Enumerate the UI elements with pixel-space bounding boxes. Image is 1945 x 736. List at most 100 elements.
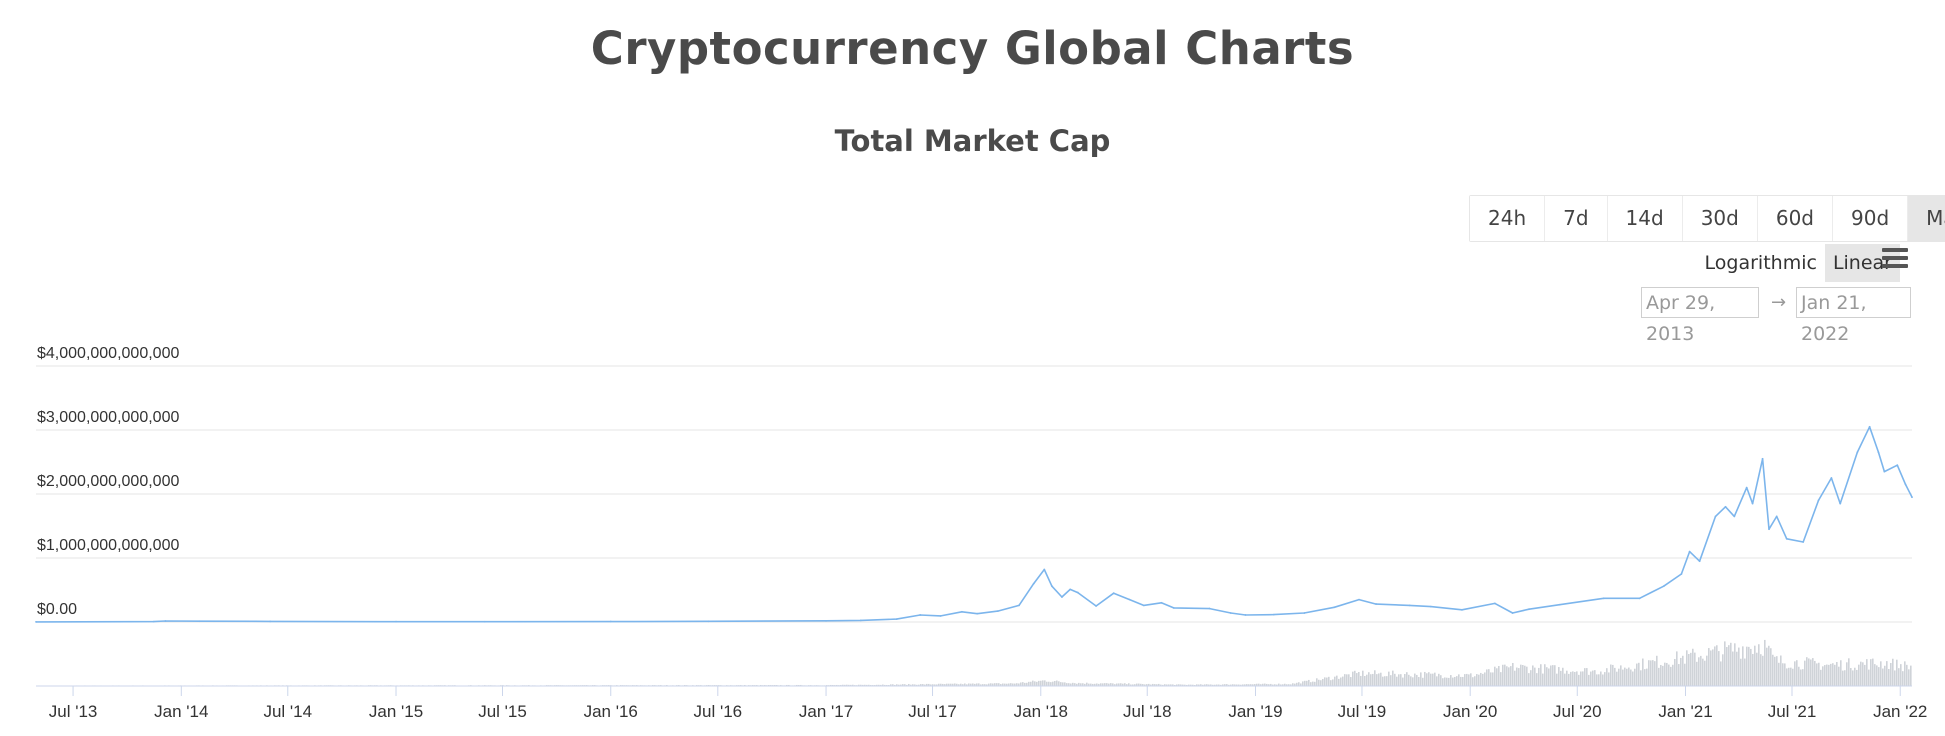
hamburger-menu-icon[interactable]	[1882, 248, 1908, 272]
volume-bar	[898, 684, 900, 686]
volume-bar	[1568, 673, 1570, 686]
x-tick-label: Jan '16	[584, 702, 638, 721]
volume-bar	[1640, 670, 1642, 686]
volume-bar	[1338, 678, 1340, 686]
volume-bar	[1202, 684, 1204, 686]
volume-bar	[1596, 674, 1598, 686]
range-max-button[interactable]: Max	[1908, 196, 1945, 241]
volume-bar	[1138, 683, 1140, 686]
volume-bar	[1880, 661, 1882, 686]
data-point	[1817, 499, 1820, 502]
data-point	[395, 620, 397, 623]
volume-bar	[1852, 670, 1854, 686]
volume-bar	[1176, 684, 1178, 686]
volume-bar	[1598, 674, 1600, 686]
volume-bar	[1296, 682, 1298, 686]
volume-bar	[1466, 673, 1468, 686]
volume-bar	[1414, 673, 1416, 686]
volume-bar	[1182, 684, 1184, 686]
volume-bar	[1424, 671, 1426, 686]
volume-bar	[984, 684, 986, 686]
range-60d-button[interactable]: 60d	[1757, 196, 1834, 241]
data-point	[1768, 528, 1770, 531]
volume-bar	[894, 684, 896, 686]
volume-bar	[1450, 675, 1452, 686]
range-24h-button[interactable]: 24h	[1470, 196, 1546, 241]
volume-bar	[1412, 677, 1414, 686]
volume-bar	[1088, 683, 1090, 686]
volume-bar	[1294, 683, 1296, 686]
volume-bar	[1102, 683, 1104, 686]
volume-bar	[1672, 664, 1674, 686]
volume-bar	[1120, 683, 1122, 686]
volume-bar	[1158, 683, 1160, 686]
volume-bar	[940, 683, 942, 686]
data-point	[1375, 603, 1377, 605]
volume-bar	[1208, 684, 1210, 686]
volume-bar	[1738, 647, 1740, 686]
volume-bar	[1184, 684, 1186, 686]
range-90d-button[interactable]: 90d	[1833, 196, 1909, 241]
volume-bar	[1456, 676, 1458, 686]
range-7d-button[interactable]: 7d	[1545, 196, 1608, 241]
volume-bar	[1406, 672, 1408, 686]
volume-bar	[1060, 682, 1062, 686]
volume-bar	[1688, 654, 1690, 686]
volume-bar	[1256, 683, 1258, 686]
volume-bar	[1716, 645, 1718, 686]
volume-bar	[1390, 675, 1392, 686]
volume-bar	[970, 683, 972, 686]
volume-bar	[1796, 660, 1798, 686]
volume-bar	[1172, 684, 1174, 686]
volume-bar	[1486, 669, 1488, 686]
volume-bar	[1254, 684, 1256, 686]
volume-bar	[1130, 684, 1132, 686]
volume-bar	[1594, 670, 1596, 686]
volume-bar	[1398, 674, 1400, 686]
volume-bar	[1246, 684, 1248, 686]
volume-bar	[1062, 682, 1064, 686]
volume-bar	[1380, 672, 1382, 686]
volume-bar	[1856, 669, 1858, 686]
volume-bar	[1324, 677, 1326, 686]
volume-bar	[1110, 683, 1112, 686]
date-from-input[interactable]: Apr 29, 2013	[1641, 287, 1759, 345]
volume-bar	[1036, 681, 1038, 686]
volume-bar	[1706, 655, 1708, 686]
range-14d-button[interactable]: 14d	[1607, 196, 1683, 241]
volume-bar	[1174, 684, 1176, 686]
volume-bar	[1204, 684, 1206, 686]
range-30d-button[interactable]: 30d	[1682, 196, 1758, 241]
volume-bar	[1656, 655, 1658, 686]
data-point	[1272, 613, 1275, 616]
volume-bar	[1884, 665, 1886, 686]
x-tick-label: Jul '19	[1338, 702, 1387, 721]
volume-bar	[912, 684, 914, 686]
date-to-input[interactable]: Jan 21, 2022	[1796, 287, 1911, 345]
volume-bar	[1748, 646, 1750, 686]
data-point	[1802, 541, 1805, 543]
volume-bar	[882, 684, 884, 686]
volume-bar	[1124, 683, 1126, 686]
volume-bar	[926, 683, 928, 686]
market-cap-series-line	[35, 426, 1913, 623]
volume-bar	[1558, 667, 1560, 686]
volume-bar	[1720, 661, 1722, 686]
volume-bar	[1492, 672, 1494, 686]
volume-bar	[1564, 673, 1566, 686]
volume-bar	[1268, 684, 1270, 686]
volume-bar	[1488, 669, 1490, 686]
volume-bar	[1684, 663, 1686, 686]
data-point	[1160, 601, 1163, 604]
date-range-arrow: →	[1771, 292, 1787, 313]
volume-bar	[1652, 660, 1654, 686]
volume-bar	[1636, 663, 1638, 686]
volume-bar	[1054, 680, 1056, 686]
volume-bar	[1046, 681, 1048, 686]
volume-bar	[964, 683, 966, 686]
logarithmic-button[interactable]: Logarithmic	[1704, 252, 1817, 274]
volume-bar	[1320, 680, 1322, 686]
volume-bar	[1144, 684, 1146, 686]
y-tick-label: $0.00	[37, 601, 77, 618]
volume-bar	[1068, 683, 1070, 686]
